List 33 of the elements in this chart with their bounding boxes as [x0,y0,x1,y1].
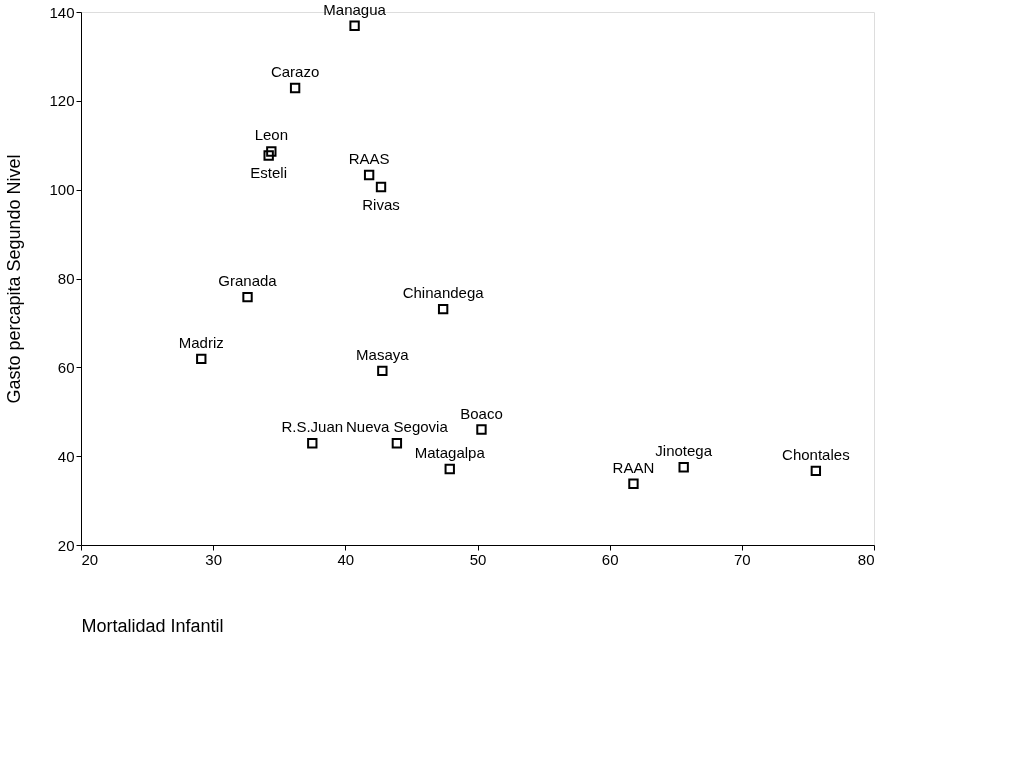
annotation: R.S.Juan [281,418,344,436]
y-axis-title: Gasto percapita Segundo Nivel [4,154,25,404]
annotation: Chontales [782,445,850,463]
y-tick-label: 20 [57,536,75,554]
x-tick-label: 60 [601,550,619,568]
annotation: Carazo [270,62,320,80]
y-tick-label: 100 [49,181,75,199]
annotation: RAAN [612,458,655,476]
annotation: Rivas [362,196,400,213]
annotation: Masaya [356,345,410,363]
annotation: RAAS [348,150,390,168]
y-tick-label: 40 [57,447,75,465]
annotation: Esteli [250,164,288,182]
x-tick-label: 70 [733,550,751,568]
annotation: Madriz [178,333,224,351]
x-tick-label: 30 [205,550,223,568]
annotation: Managua [323,0,387,18]
annotation: Granada [218,272,278,290]
y-tick-label: 80 [57,270,75,287]
x-axis-title: Mortalidad Infantil [81,615,224,636]
y-tick-label: 60 [57,358,75,376]
annotation: Chinandega [402,284,485,302]
y-tick-label: 140 [49,3,75,21]
x-tick-label: 50 [469,550,487,568]
annotation: Boaco [460,404,503,422]
annotation: Leon [254,126,289,144]
x-tick-label: 20 [81,550,99,568]
annotation: Nueva Segovia [346,418,449,436]
x-tick-label: 80 [857,550,875,568]
annotation: Matagalpa [414,444,486,462]
y-tick-label: 120 [49,92,75,110]
annotation: Jinotega [655,442,713,460]
x-tick-label: 40 [337,550,355,568]
